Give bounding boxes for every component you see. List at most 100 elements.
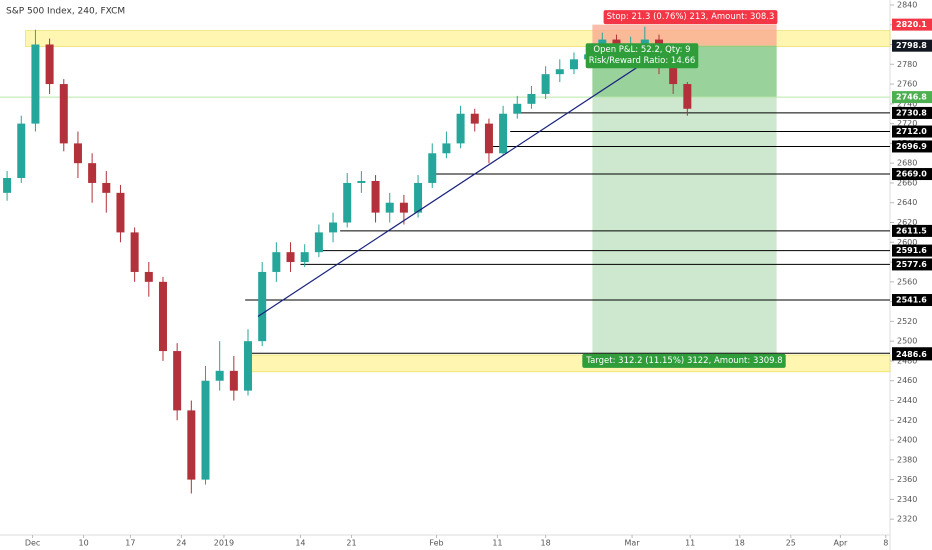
candle-body (59, 84, 68, 144)
candle-body (499, 113, 508, 154)
price-tag-label: 2577.6 (896, 260, 927, 269)
candle-body (357, 180, 366, 183)
price-tag-label: 2669.0 (896, 170, 927, 179)
y-tick-label: 2340 (897, 495, 917, 504)
candle-body (343, 182, 352, 223)
candle-body (3, 178, 12, 193)
y-tick-label: 2380 (897, 455, 917, 464)
candle-body (102, 182, 111, 193)
candle-body (45, 44, 54, 85)
candle-body (31, 44, 40, 124)
candle-body (513, 103, 522, 114)
candle-body (527, 93, 536, 104)
x-tick-label: 11 (685, 539, 695, 548)
candle-body (314, 232, 323, 253)
candle-body (116, 192, 125, 233)
price-tag-label: 2820.1 (896, 20, 927, 29)
candle-body (73, 143, 82, 164)
candle-body (414, 182, 423, 213)
axes: 2320 2340 2360 2380 2400 2420 2440 2460 2480 2500… (25, 0, 932, 548)
label-text: Target: 312.2 (11.15%) 3122, Amount: 330… (585, 356, 782, 366)
price-tag-label: 2486.6 (896, 350, 927, 359)
label-box (585, 43, 699, 69)
position-label: Target: 312.2 (11.15%) 3122, Amount: 330… (582, 353, 786, 368)
price-tag-label: 2746.8 (896, 93, 927, 102)
candle-body (484, 123, 493, 154)
x-tick-label: 25 (786, 539, 796, 548)
y-tick-label: 2680 (897, 159, 917, 168)
y-tick-label: 2460 (897, 376, 917, 385)
candle-body (17, 123, 26, 179)
candle-body (470, 113, 479, 124)
x-tick-label: 18 (541, 539, 551, 548)
price-tag (892, 106, 932, 119)
price-tag (892, 168, 932, 181)
candle-body (258, 271, 267, 342)
label-text: Stop: 21.3 (0.76%) 213, Amount: 308.3 (607, 12, 775, 22)
price-tag-label: 2798.8 (896, 41, 927, 50)
x-tick-label: 24 (176, 539, 186, 548)
candle-body (399, 202, 408, 213)
candle-body (329, 222, 338, 233)
x-tick-label: 21 (346, 539, 356, 548)
label-box (603, 10, 778, 25)
candle-body (669, 59, 678, 85)
price-tag (892, 18, 932, 31)
price-tag (892, 244, 932, 257)
candle-body (88, 163, 97, 183)
price-tag (892, 258, 932, 271)
label-text: Risk/Reward Ratio: 14.66 (589, 56, 696, 66)
position-label: Stop: 21.3 (0.76%) 213, Amount: 308.3 (603, 10, 778, 25)
price-tag (892, 348, 932, 361)
x-tick-label: 14 (295, 539, 305, 548)
y-tick-label: 2480 (897, 356, 917, 365)
price-tag-label: 2541.6 (896, 296, 927, 305)
price-tag-label: 2712.0 (896, 127, 927, 136)
candle-body (244, 341, 253, 391)
candle-body (428, 153, 437, 183)
y-tick-label: 2360 (897, 475, 917, 484)
y-tick-label: 2600 (897, 238, 917, 247)
candle-body (456, 113, 465, 144)
candle-body (371, 180, 380, 213)
y-tick-label: 2740 (897, 99, 917, 108)
candle-body (683, 84, 692, 109)
x-tick-label: Mar (625, 539, 641, 548)
candle-body (541, 74, 550, 94)
candle-body (640, 39, 649, 45)
y-tick-label: 2780 (897, 60, 917, 69)
candle-body (286, 252, 295, 263)
y-tick-label: 2500 (897, 337, 917, 346)
price-tag-label: 2591.6 (896, 246, 927, 255)
candle-body (442, 143, 451, 154)
x-tick-label: 2019 (214, 539, 234, 548)
price-tag (892, 39, 932, 52)
candle-body (215, 370, 224, 381)
candle-body (569, 59, 578, 70)
zone (244, 354, 891, 373)
y-tick-label: 2660 (897, 178, 917, 187)
candle-body (272, 252, 281, 272)
x-tick-label: 17 (125, 539, 135, 548)
x-tick-label: Apr (833, 539, 848, 548)
x-tick-label: 8 (883, 539, 888, 548)
y-tick-label: 2840 (897, 0, 917, 9)
label-box (582, 353, 786, 368)
trendline (257, 61, 646, 317)
candle-body (300, 252, 309, 263)
chart-title: S&P 500 Index, 240, FXCM (6, 7, 125, 17)
price-tag (892, 224, 932, 237)
y-tick-label: 2620 (897, 218, 917, 227)
y-tick-label: 2640 (897, 198, 917, 207)
y-tick-label: 2520 (897, 317, 917, 326)
candle-body (173, 351, 182, 411)
y-tick-label: 2400 (897, 436, 917, 445)
plot-area: Stop: 21.3 (0.76%) 213, Amount: 308.3 Ope… (0, 10, 891, 494)
candle-body (201, 380, 210, 480)
price-tag (892, 140, 932, 153)
price-tag (892, 294, 932, 307)
x-tick-label: Dec (25, 539, 40, 548)
